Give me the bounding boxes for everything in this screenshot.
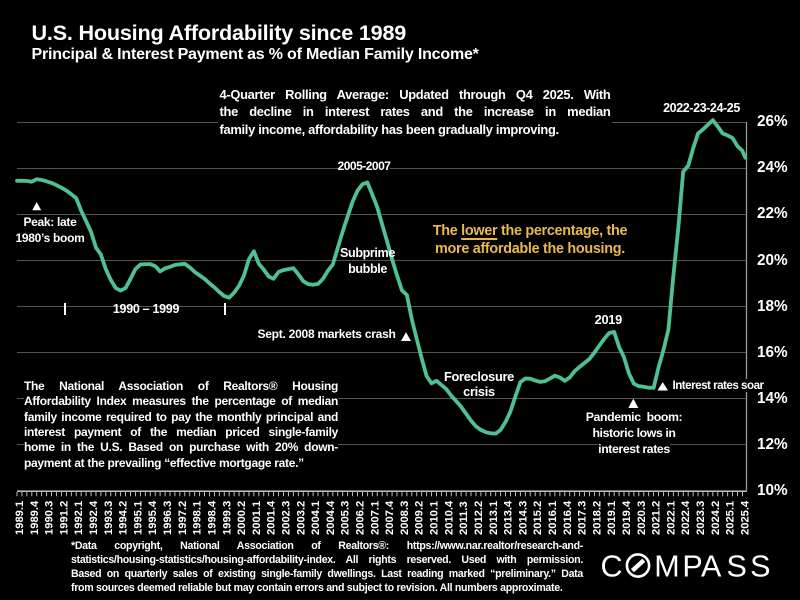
svg-text:2019.1: 2019.1 (606, 501, 618, 535)
svg-text:1989.1: 1989.1 (14, 501, 26, 535)
svg-text:S: S (727, 550, 747, 584)
svg-text:2017.3: 2017.3 (577, 501, 589, 535)
svg-text:1993.3: 1993.3 (103, 501, 115, 535)
svg-text:2008.3: 2008.3 (399, 501, 411, 535)
svg-text:P: P (682, 550, 702, 584)
svg-text:2012.2: 2012.2 (473, 501, 485, 535)
svg-text:2013.1: 2013.1 (488, 501, 500, 535)
svg-text:2002.3: 2002.3 (280, 501, 292, 535)
svg-text:A: A (701, 550, 722, 584)
svg-text:2014.3: 2014.3 (517, 501, 529, 535)
svg-text:2001.4: 2001.4 (266, 500, 278, 535)
svg-text:2011.3: 2011.3 (458, 501, 470, 535)
svg-text:1989.4: 1989.4 (29, 500, 41, 535)
svg-text:2001.1: 2001.1 (251, 501, 263, 535)
svg-text:2013.4: 2013.4 (503, 500, 515, 535)
svg-text:1999.3: 1999.3 (221, 501, 233, 535)
svg-text:2004.1: 2004.1 (310, 501, 322, 535)
svg-text:M: M (654, 550, 679, 584)
svg-text:2010.4: 2010.4 (443, 500, 455, 535)
svg-text:2007.1: 2007.1 (369, 501, 381, 535)
svg-text:1996.3: 1996.3 (162, 501, 174, 535)
svg-text:2023.3: 2023.3 (695, 501, 707, 535)
svg-text:2003.2: 2003.2 (295, 501, 307, 535)
svg-text:2016.4: 2016.4 (562, 500, 574, 535)
svg-text:2000.2: 2000.2 (236, 501, 248, 535)
svg-text:1990.3: 1990.3 (44, 501, 56, 535)
svg-text:2009.2: 2009.2 (414, 501, 426, 535)
svg-text:2015.2: 2015.2 (532, 501, 544, 535)
svg-text:2025.1: 2025.1 (725, 501, 737, 535)
svg-text:2024.2: 2024.2 (710, 501, 722, 535)
svg-text:1995.1: 1995.1 (132, 501, 144, 535)
svg-text:1994.2: 1994.2 (118, 501, 130, 535)
svg-text:2025.4: 2025.4 (739, 500, 751, 535)
svg-text:1991.2: 1991.2 (58, 501, 70, 535)
svg-text:1997.2: 1997.2 (177, 501, 189, 535)
svg-text:2010.1: 2010.1 (429, 501, 441, 535)
svg-text:2016.1: 2016.1 (547, 501, 559, 535)
svg-text:2006.2: 2006.2 (355, 501, 367, 535)
svg-text:2022.4: 2022.4 (680, 500, 692, 535)
svg-text:2022.1: 2022.1 (665, 501, 677, 535)
svg-text:2019.4: 2019.4 (621, 500, 633, 535)
svg-text:2007.4: 2007.4 (384, 500, 396, 535)
svg-text:1992.1: 1992.1 (73, 501, 85, 535)
svg-text:2004.4: 2004.4 (325, 500, 337, 535)
svg-text:2021.2: 2021.2 (651, 501, 663, 535)
svg-text:2020.3: 2020.3 (636, 501, 648, 535)
svg-text:1998.1: 1998.1 (192, 501, 204, 535)
svg-text:C: C (601, 550, 623, 584)
svg-text:1992.4: 1992.4 (88, 500, 100, 535)
svg-text:2018.2: 2018.2 (591, 501, 603, 535)
svg-text:2005.3: 2005.3 (340, 501, 352, 535)
svg-text:1995.4: 1995.4 (147, 500, 159, 535)
svg-text:1998.4: 1998.4 (206, 500, 218, 535)
svg-text:S: S (750, 550, 770, 584)
